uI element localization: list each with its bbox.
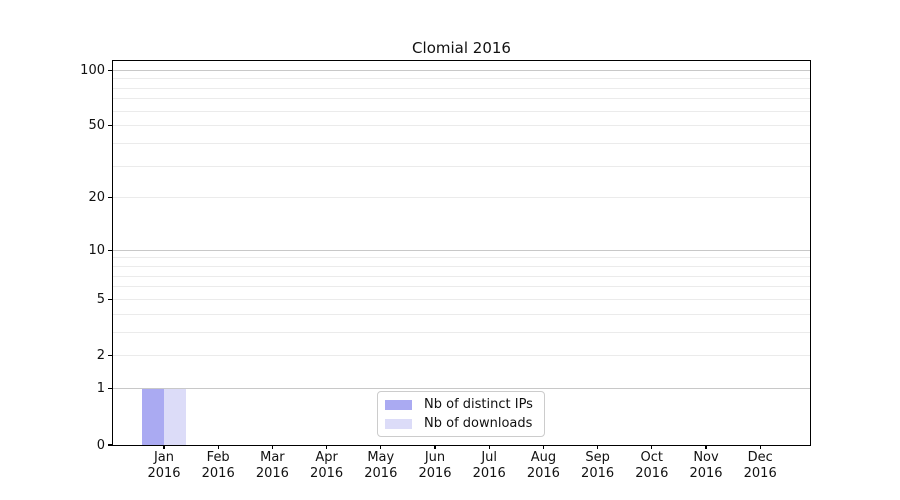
y-tick	[108, 197, 112, 199]
y-tick	[108, 355, 112, 357]
legend-item-distinct-ips: Nb of distinct IPs	[385, 397, 544, 412]
x-tick-label: Jul 2016	[459, 450, 519, 482]
x-tick-label: May 2016	[351, 450, 411, 482]
x-tick-month: May	[367, 450, 395, 465]
minor-gridline	[113, 165, 810, 167]
minor-gridline	[113, 125, 810, 127]
y-tick-label: 10	[88, 242, 105, 258]
minor-gridline	[113, 298, 810, 300]
x-tick-month: Apr	[315, 450, 338, 465]
legend-item-downloads: Nb of downloads	[385, 416, 544, 431]
x-tick-month: Jul	[481, 450, 498, 465]
major-gridline	[113, 69, 810, 71]
minor-gridline	[113, 266, 810, 268]
bar-nb-of-downloads-jan	[164, 388, 186, 445]
legend-label-distinct-ips: Nb of distinct IPs	[424, 397, 533, 412]
x-tick-year: 2016	[201, 466, 235, 481]
y-tick-label: 2	[96, 348, 105, 364]
legend-label-downloads: Nb of downloads	[424, 416, 533, 431]
y-tick	[108, 69, 112, 71]
x-tick-year: 2016	[526, 466, 560, 481]
minor-gridline	[113, 257, 810, 259]
x-tick-month: Jan	[153, 450, 175, 465]
legend-swatch-downloads	[385, 418, 412, 429]
x-tick	[542, 445, 544, 449]
x-tick-label: Feb 2016	[188, 450, 248, 482]
x-tick-year: 2016	[310, 466, 344, 481]
x-tick-month: Aug	[530, 450, 557, 465]
x-tick-label: Sep 2016	[568, 450, 628, 482]
x-tick-year: 2016	[364, 466, 398, 481]
y-tick-label: 50	[88, 118, 105, 134]
y-tick-label: 20	[88, 190, 105, 206]
x-tick-year: 2016	[581, 466, 615, 481]
x-tick-month: Sep	[585, 450, 610, 465]
x-tick-year: 2016	[472, 466, 506, 481]
x-tick-month: Feb	[206, 450, 230, 465]
y-tick-label: 1	[96, 381, 105, 397]
minor-gridline	[113, 110, 810, 112]
minor-gridline	[113, 78, 810, 80]
plot-area	[112, 60, 811, 446]
major-gridline	[113, 388, 810, 390]
legend: Nb of distinct IPs Nb of downloads	[377, 391, 545, 437]
minor-gridline	[113, 331, 810, 333]
x-tick	[651, 445, 653, 449]
x-tick	[434, 445, 436, 449]
x-tick-month: Dec	[747, 450, 773, 465]
x-tick-label: Mar 2016	[242, 450, 302, 482]
x-tick	[163, 445, 165, 449]
x-tick-label: Aug 2016	[513, 450, 573, 482]
x-tick	[705, 445, 707, 449]
x-tick	[326, 445, 328, 449]
x-tick-label: Jun 2016	[405, 450, 465, 482]
legend-swatch-distinct-ips	[385, 399, 412, 410]
x-tick-month: Nov	[693, 450, 719, 465]
x-tick-month: Jun	[424, 450, 446, 465]
chart-title: Clomial 2016	[412, 39, 511, 57]
minor-gridline	[113, 313, 810, 315]
minor-gridline	[113, 355, 810, 357]
x-tick-year: 2016	[255, 466, 289, 481]
y-tick	[108, 388, 112, 390]
y-tick	[108, 444, 112, 446]
x-tick-label: Nov 2016	[676, 450, 736, 482]
x-tick-label: Jan 2016	[134, 450, 194, 482]
minor-gridline	[113, 87, 810, 89]
major-gridline	[113, 249, 810, 251]
y-tick	[108, 298, 112, 301]
x-tick-label: Dec 2016	[730, 450, 790, 482]
x-tick	[488, 445, 490, 449]
minor-gridline	[113, 197, 810, 199]
x-tick-label: Oct 2016	[622, 450, 682, 482]
x-tick-month: Mar	[260, 450, 285, 465]
y-tick-label: 100	[80, 62, 105, 78]
x-tick-year: 2016	[418, 466, 452, 481]
minor-gridline	[113, 98, 810, 100]
x-tick-month: Oct	[640, 450, 664, 465]
x-tick	[597, 445, 599, 449]
y-tick-label: 5	[96, 291, 105, 307]
bar-nb-of-distinct-ips-jan	[142, 388, 164, 445]
x-tick	[217, 445, 219, 449]
x-tick	[759, 445, 761, 449]
x-tick	[271, 445, 273, 449]
x-tick-year: 2016	[689, 466, 723, 481]
minor-gridline	[113, 142, 810, 144]
x-tick-label: Apr 2016	[297, 450, 357, 482]
y-tick	[108, 125, 112, 127]
x-tick-year: 2016	[635, 466, 669, 481]
x-tick-year: 2016	[743, 466, 777, 481]
x-tick	[380, 445, 382, 449]
x-tick-year: 2016	[147, 466, 181, 481]
minor-gridline	[113, 275, 810, 277]
y-tick	[108, 249, 112, 251]
minor-gridline	[113, 286, 810, 288]
y-tick-label: 0	[96, 437, 105, 453]
